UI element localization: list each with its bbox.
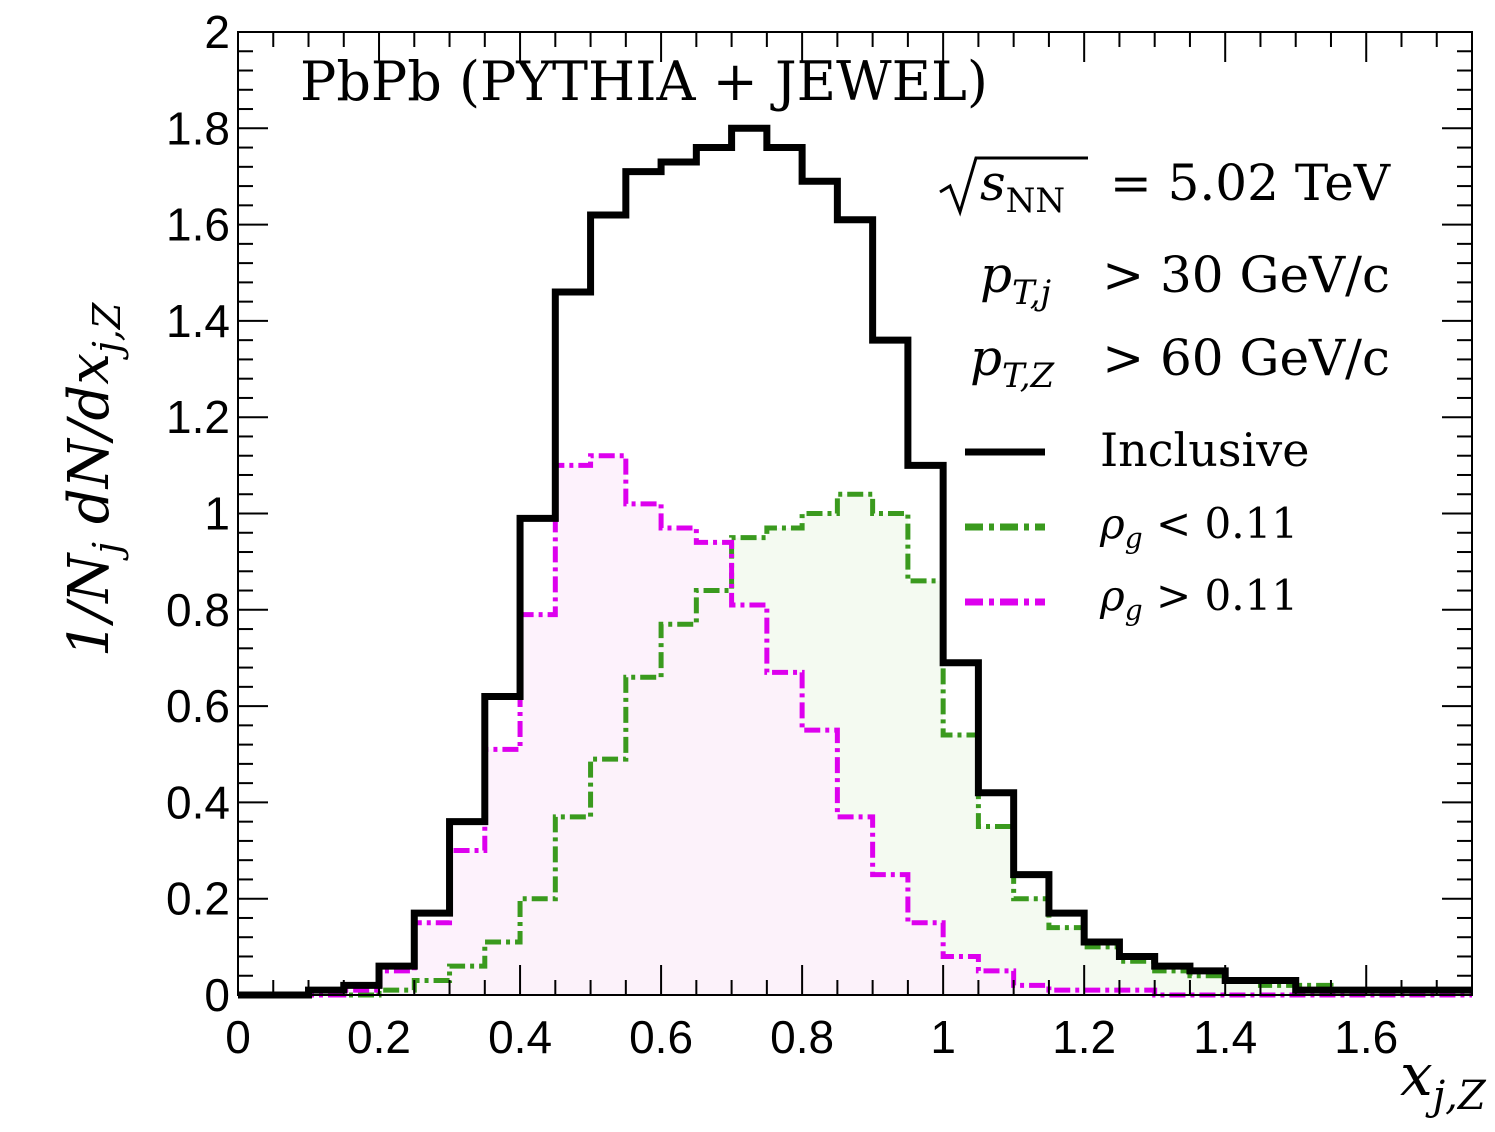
- series-line-1: [238, 491, 1472, 998]
- x-tick-label: 0: [225, 1011, 251, 1063]
- sqrt-icon: [939, 156, 1088, 217]
- y-tick-label: 1.4: [166, 295, 230, 347]
- x-tick-label: 1.4: [1193, 1011, 1257, 1063]
- x-tick-label: 0.4: [488, 1011, 552, 1063]
- x-tick-label: 1: [930, 1011, 956, 1063]
- z-pt-cut: > 60 GeV/c pT,Z: [970, 329, 1390, 396]
- energy-annotation: sNN = 5.02 TeV: [939, 154, 1391, 221]
- series-line-0: [238, 124, 1472, 999]
- jet-pt-cut-value: > 30 GeV/c: [1102, 246, 1390, 304]
- y-axis-label: 1/Nj dN/dxj,Z: [57, 302, 129, 657]
- chart-title: PbPb (PYTHIA + JEWEL): [300, 50, 988, 113]
- jet-pt-cut: > 30 GeV/c pT,j: [980, 246, 1390, 313]
- legend-label-rho-high: ρg > 0.11: [1099, 571, 1298, 627]
- y-tick-label: 0.4: [166, 776, 230, 828]
- legend-label-rho-low: ρg < 0.11: [1099, 499, 1298, 555]
- y-tick-label: 1.6: [166, 199, 230, 251]
- axes-layer: 0 0.2 0.4 0.6 0.8 1 1.2 1.4 1.6 0 0.2 0.4 0.6 0.8 1 1.2…: [166, 6, 1473, 1063]
- x-tick-label: 0.2: [347, 1011, 411, 1063]
- x-tick-label: 1.2: [1052, 1011, 1116, 1063]
- energy-value: = 5.02 TeV: [1110, 154, 1391, 212]
- x-tick-label: 1.6: [1334, 1011, 1398, 1063]
- series-fill-layer: [238, 455, 1472, 996]
- series-fill-2: [238, 455, 1472, 996]
- x-tick-label: 0.6: [629, 1011, 693, 1063]
- legend: Inclusive ρg < 0.11 ρg > 0.11: [965, 423, 1309, 627]
- y-tick-label: 0.8: [166, 584, 230, 636]
- x-axis-label: xj,Z: [1400, 1041, 1487, 1119]
- y-tick-label: 0: [204, 969, 230, 1021]
- legend-label-inclusive: Inclusive: [1100, 423, 1309, 477]
- y-tick-label: 1: [204, 488, 230, 540]
- energy-var: sNN: [980, 154, 1065, 221]
- y-tick-label: 2: [204, 6, 230, 58]
- y-tick-label: 0.2: [166, 873, 230, 925]
- y-tick-label: 0.6: [166, 680, 230, 732]
- y-tick-label: 1.2: [166, 391, 230, 443]
- jet-pt-cut-var: pT,j: [980, 246, 1052, 313]
- labels-layer: 1/Nj dN/dxj,Z xj,Z PbPb (PYTHIA + JEWEL)…: [57, 50, 1487, 1119]
- x-tick-label: 0.8: [770, 1011, 834, 1063]
- series-fill-1: [238, 494, 1472, 995]
- z-pt-cut-value: > 60 GeV/c: [1102, 329, 1390, 387]
- z-pt-cut-var: pT,Z: [970, 329, 1056, 396]
- y-tick-label: 1.8: [166, 102, 230, 154]
